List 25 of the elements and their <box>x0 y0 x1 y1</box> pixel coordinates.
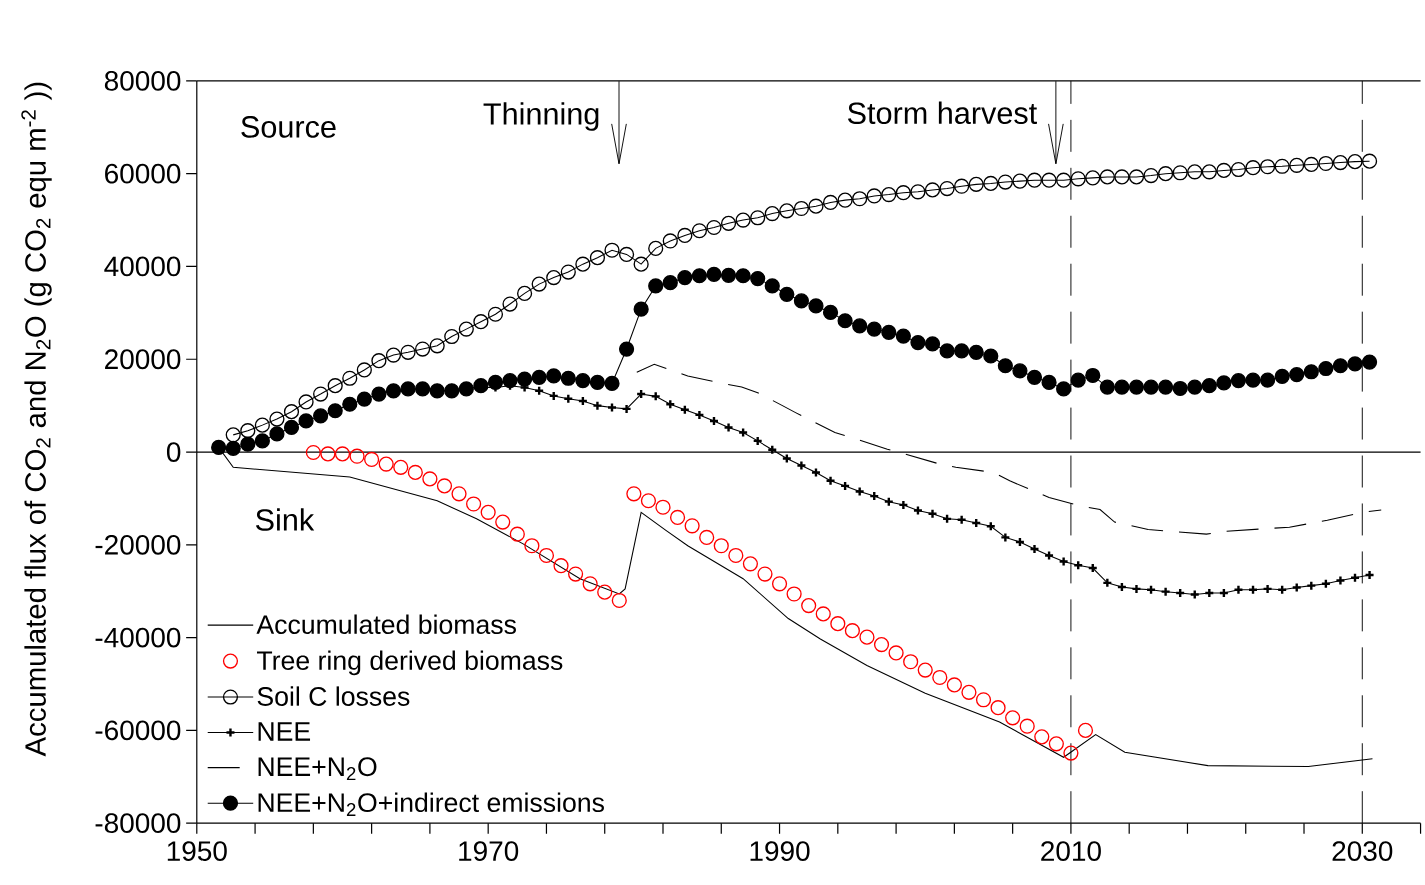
x-tick-label: 1970 <box>459 841 519 861</box>
legend-label: NEE+N$_{2}$O <box>258 757 377 780</box>
x-tick-label: 2030 <box>1332 841 1393 861</box>
y-tick-label: 60000 <box>105 163 181 184</box>
y-tick-label: 40000 <box>104 256 181 277</box>
annotation: Sink <box>255 508 315 531</box>
annotation: Source <box>241 116 336 138</box>
x-tick-label: 1990 <box>750 841 810 861</box>
y-tick-label: -40000 <box>95 627 181 648</box>
y-tick-label: 0 <box>166 442 181 462</box>
legend-label: Soil C losses <box>257 686 410 706</box>
x-tick-label: 2010 <box>1041 841 1101 861</box>
y-tick-label: -20000 <box>95 534 181 555</box>
y-tick-label: -60000 <box>95 720 181 741</box>
y-tick-label: -80000 <box>95 813 181 834</box>
annotation: Thinning <box>483 102 599 131</box>
legend-label: NEE+N$_{2}$O+indirect emissions <box>258 792 604 816</box>
text: Accumulated flux of CO$_{2}$ and N$_{2}$O (g CO$_{2}$ equ m$^{-2}$ )) <box>21 82 52 757</box>
y-tick-label: 20000 <box>105 349 181 370</box>
legend-label: NEE <box>258 722 311 741</box>
y-tick-label: 80000 <box>104 70 181 91</box>
legend-label: Tree ring derived biomass <box>257 650 563 676</box>
legend-label: Accumulated biomass <box>256 614 516 634</box>
x-tick-label: 1950 <box>167 841 227 861</box>
annotation: Storm harvest <box>847 101 1037 125</box>
